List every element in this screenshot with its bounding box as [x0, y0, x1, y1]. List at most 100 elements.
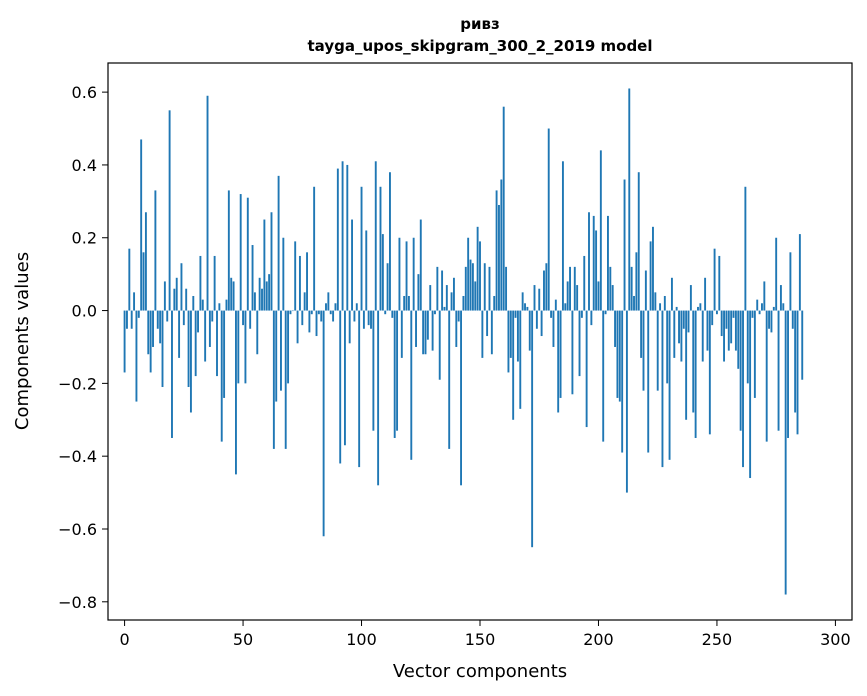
bar-component-181: [552, 310, 555, 347]
bar-component-281: [789, 252, 792, 311]
bar-component-246: [706, 310, 709, 351]
bar-component-282: [791, 310, 794, 329]
bar-component-24: [180, 263, 183, 311]
bar-component-251: [718, 255, 721, 311]
bar-component-72: [294, 241, 297, 311]
bar-component-0: [123, 310, 126, 373]
x-tick-label: 300: [820, 630, 851, 649]
bar-component-241: [694, 310, 697, 438]
bar-component-74: [298, 255, 301, 311]
bar-component-7: [140, 139, 143, 311]
bar-component-277: [779, 285, 782, 311]
bar-component-225: [656, 310, 659, 391]
bar-component-93: [343, 310, 346, 446]
bar-component-76: [303, 292, 306, 311]
bar-component-177: [543, 270, 545, 311]
bar-component-178: [545, 263, 548, 311]
bar-component-215: [633, 295, 635, 311]
bar-component-184: [559, 310, 562, 398]
bar-component-263: [746, 310, 749, 384]
bar-component-166: [516, 310, 519, 362]
bar-component-242: [697, 306, 699, 311]
bar-component-95: [348, 310, 351, 344]
bar-component-71: [291, 310, 294, 312]
bar-component-65: [277, 175, 280, 311]
bar-component-190: [573, 266, 576, 311]
bar-component-228: [663, 295, 666, 311]
bar-component-75: [301, 310, 304, 326]
bar-component-143: [462, 295, 465, 311]
bar-component-284: [796, 310, 799, 435]
bar-component-194: [583, 255, 586, 311]
bar-component-258: [734, 310, 737, 351]
bar-component-90: [336, 168, 339, 311]
bar-component-259: [737, 310, 740, 369]
bar-component-206: [611, 285, 614, 311]
bar-component-286: [801, 310, 804, 380]
bar-component-213: [628, 88, 631, 311]
y-axis-ticks: −0.8 −0.6 −0.4 −0.2 0.0 0.2 0.4 0.6: [58, 83, 108, 612]
bar-component-256: [730, 310, 733, 344]
bar-component-17: [163, 281, 166, 311]
chart-subtitle: tayga_upos_skipgram_300_2_2019 model: [308, 37, 653, 55]
bar-component-129: [429, 285, 432, 311]
bar-component-14: [156, 310, 159, 329]
bar-component-63: [272, 310, 275, 449]
bar-component-12: [152, 310, 154, 347]
bar-component-62: [270, 212, 273, 311]
bar-component-55: [253, 292, 256, 311]
bar-component-211: [623, 179, 626, 311]
bar-component-10: [147, 310, 150, 355]
bar-component-238: [687, 310, 690, 333]
bar-component-50: [242, 310, 245, 326]
bar-component-137: [448, 310, 451, 449]
bar-component-243: [699, 303, 702, 311]
bar-component-15: [159, 310, 162, 344]
bar-component-217: [637, 172, 640, 311]
bar-component-186: [564, 303, 567, 311]
bar-component-183: [557, 310, 560, 413]
bar-component-3: [130, 310, 133, 329]
bar-component-111: [386, 263, 389, 311]
bar-component-146: [469, 259, 472, 311]
bar-component-120: [407, 295, 410, 311]
bar-component-159: [500, 179, 503, 311]
y-tick-label: −0.8: [58, 593, 97, 612]
bar-component-235: [680, 310, 683, 362]
bar-component-19: [168, 110, 171, 311]
bar-component-255: [727, 310, 730, 351]
bar-component-163: [509, 310, 512, 358]
bar-component-270: [763, 281, 766, 311]
bar-component-223: [652, 226, 654, 311]
bar-component-203: [604, 310, 607, 315]
x-tick-label: 250: [702, 630, 733, 649]
bar-component-216: [635, 252, 638, 311]
y-tick-label: 0.0: [72, 302, 97, 321]
bar-component-27: [187, 310, 190, 388]
bar-component-172: [531, 310, 534, 548]
bar-component-45: [230, 277, 233, 311]
bar-component-171: [528, 310, 531, 351]
bar-component-44: [227, 190, 230, 311]
bar-component-47: [235, 310, 237, 475]
bar-component-57: [258, 277, 261, 311]
y-tick-label: 0.6: [72, 83, 97, 102]
bar-component-182: [554, 299, 557, 311]
bar-component-283: [794, 310, 797, 413]
bar-component-189: [571, 310, 574, 395]
bar-component-154: [488, 266, 491, 311]
bar-component-138: [450, 292, 453, 311]
bar-component-164: [512, 310, 515, 420]
bar-component-175: [538, 288, 541, 311]
bar-component-9: [144, 212, 147, 311]
bar-component-105: [372, 310, 375, 431]
bar-component-285: [798, 234, 801, 311]
bar-component-51: [244, 310, 247, 384]
bar-component-13: [154, 190, 157, 311]
bar-component-112: [389, 172, 391, 311]
bar-component-199: [595, 230, 598, 311]
bar-component-227: [661, 310, 664, 468]
bar-component-179: [547, 128, 550, 311]
bar-component-80: [313, 186, 316, 311]
bar-component-272: [768, 310, 771, 329]
